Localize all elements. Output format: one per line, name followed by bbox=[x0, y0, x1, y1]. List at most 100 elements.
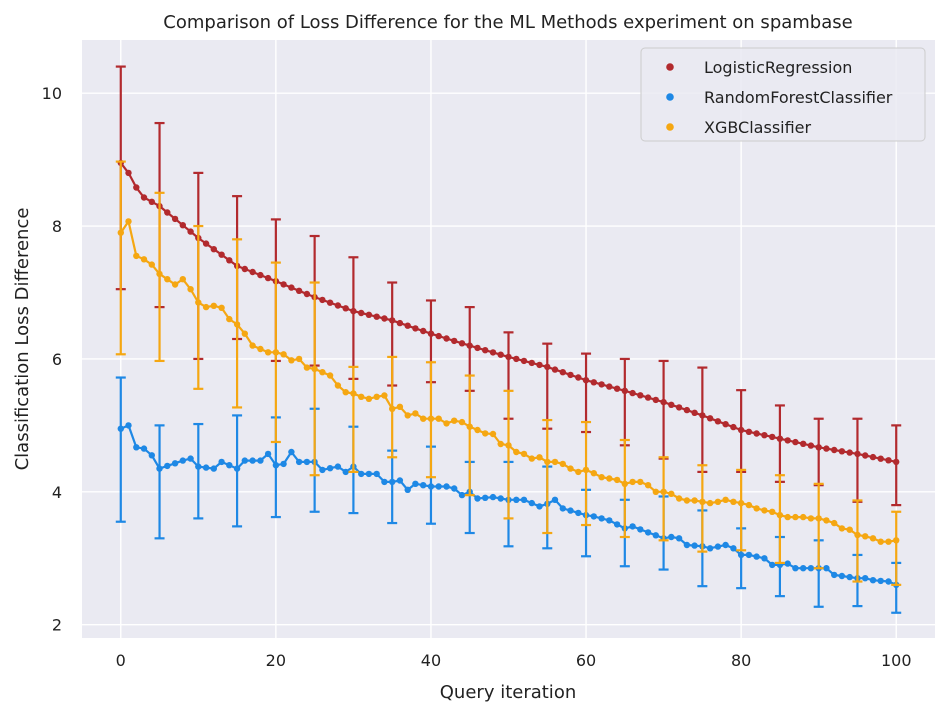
data-point bbox=[691, 409, 698, 416]
data-point bbox=[652, 488, 659, 495]
data-point bbox=[823, 565, 830, 572]
data-point bbox=[404, 412, 411, 419]
data-point bbox=[226, 462, 233, 469]
data-point bbox=[319, 369, 326, 376]
data-point bbox=[753, 553, 760, 560]
data-point bbox=[233, 465, 241, 472]
data-point bbox=[769, 561, 776, 569]
data-point bbox=[249, 342, 256, 349]
data-point bbox=[133, 184, 140, 191]
data-point bbox=[761, 432, 768, 439]
data-point bbox=[179, 222, 186, 229]
data-point bbox=[435, 483, 442, 490]
data-point bbox=[784, 513, 791, 521]
data-point bbox=[745, 428, 753, 435]
data-point bbox=[737, 551, 745, 559]
data-point bbox=[280, 460, 287, 468]
data-point bbox=[187, 455, 194, 462]
data-point bbox=[838, 525, 846, 532]
data-point bbox=[171, 281, 179, 288]
data-point bbox=[451, 485, 458, 492]
data-point bbox=[590, 379, 597, 386]
data-point bbox=[125, 422, 132, 429]
data-point bbox=[675, 404, 683, 411]
data-point bbox=[699, 498, 706, 505]
series-XGBClassifier bbox=[115, 160, 902, 586]
data-point bbox=[869, 535, 877, 542]
data-point bbox=[629, 523, 636, 530]
data-point bbox=[443, 335, 450, 342]
data-point bbox=[497, 440, 504, 448]
data-point bbox=[737, 426, 745, 434]
data-point bbox=[846, 573, 853, 581]
data-point bbox=[590, 470, 597, 477]
data-point bbox=[838, 572, 846, 580]
data-point bbox=[226, 257, 233, 264]
data-point bbox=[458, 491, 466, 499]
data-point bbox=[575, 468, 582, 476]
data-point bbox=[458, 340, 466, 347]
data-point bbox=[644, 482, 652, 489]
data-point bbox=[660, 488, 667, 495]
data-point bbox=[226, 315, 233, 323]
data-point bbox=[637, 478, 644, 486]
y-tick-label: 2 bbox=[52, 616, 62, 635]
data-point bbox=[807, 565, 815, 572]
legend-marker bbox=[666, 93, 674, 101]
x-tick-label: 20 bbox=[266, 651, 286, 670]
data-point bbox=[389, 317, 396, 324]
data-point bbox=[389, 478, 396, 486]
data-point bbox=[815, 444, 822, 451]
data-point bbox=[877, 455, 884, 462]
data-point bbox=[202, 240, 210, 247]
data-point bbox=[474, 344, 481, 352]
data-point bbox=[776, 435, 784, 442]
data-point bbox=[202, 464, 210, 471]
data-point bbox=[722, 421, 729, 428]
data-point bbox=[187, 228, 194, 235]
legend-entry: LogisticRegression bbox=[704, 58, 852, 77]
data-point bbox=[675, 535, 683, 542]
data-point bbox=[389, 405, 396, 412]
legend-marker bbox=[666, 63, 674, 71]
y-tick-label: 4 bbox=[52, 483, 62, 502]
data-point bbox=[831, 519, 838, 527]
data-point bbox=[257, 457, 264, 464]
data-point bbox=[334, 463, 342, 470]
data-point bbox=[706, 545, 714, 552]
x-tick-labels: 0 20 40 60 80 100 bbox=[116, 651, 912, 670]
data-point bbox=[241, 265, 248, 273]
data-point bbox=[311, 365, 318, 373]
data-point bbox=[536, 454, 543, 461]
data-point bbox=[637, 526, 644, 533]
data-point bbox=[513, 448, 520, 456]
data-point bbox=[381, 315, 388, 322]
data-point bbox=[241, 330, 248, 337]
data-point bbox=[862, 575, 869, 582]
data-point bbox=[567, 465, 574, 472]
data-point bbox=[218, 458, 225, 466]
data-point bbox=[559, 505, 566, 512]
data-point bbox=[272, 462, 280, 469]
data-point bbox=[164, 462, 171, 470]
data-point bbox=[551, 458, 559, 466]
data-point bbox=[420, 482, 427, 489]
data-point bbox=[513, 355, 520, 363]
data-point bbox=[412, 325, 419, 332]
data-point bbox=[582, 377, 590, 384]
data-point bbox=[575, 374, 582, 381]
data-point bbox=[497, 495, 504, 502]
data-point bbox=[792, 438, 799, 446]
data-point bbox=[668, 401, 675, 408]
data-point bbox=[505, 353, 512, 361]
data-point bbox=[644, 394, 652, 401]
data-point bbox=[358, 393, 365, 400]
data-point bbox=[350, 307, 357, 315]
data-point bbox=[691, 542, 698, 549]
data-point bbox=[613, 385, 621, 392]
data-point bbox=[319, 466, 326, 474]
data-point bbox=[730, 423, 737, 431]
y-tick-label: 8 bbox=[52, 217, 62, 236]
data-point bbox=[482, 347, 489, 354]
data-point bbox=[435, 415, 442, 422]
